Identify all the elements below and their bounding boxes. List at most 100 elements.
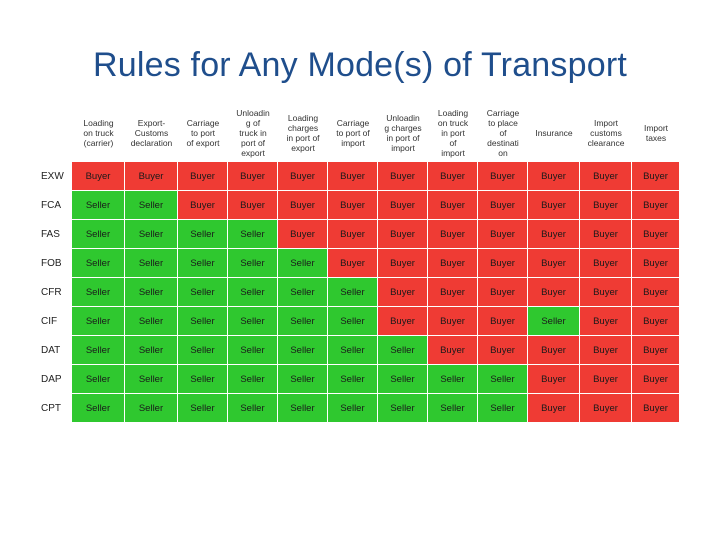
responsibility-cell: Buyer	[580, 365, 632, 394]
responsibility-cell: Buyer	[478, 336, 528, 365]
responsibility-cell: Seller	[378, 336, 428, 365]
responsibility-cell: Buyer	[278, 220, 328, 249]
responsibility-cell: Seller	[278, 365, 328, 394]
responsibility-cell: Buyer	[72, 162, 125, 191]
responsibility-cell: Buyer	[328, 162, 378, 191]
responsibility-cell: Seller	[72, 278, 125, 307]
responsibility-cell: Buyer	[228, 191, 278, 220]
responsibility-cell: Buyer	[632, 365, 680, 394]
responsibility-cell: Seller	[178, 336, 228, 365]
responsibility-cell: Buyer	[632, 220, 680, 249]
responsibility-cell: Seller	[378, 394, 428, 423]
responsibility-cell: Seller	[125, 191, 178, 220]
responsibility-cell: Seller	[228, 278, 278, 307]
responsibility-cell: Buyer	[580, 191, 632, 220]
responsibility-cell: Seller	[228, 307, 278, 336]
column-header: Export- Customs declaration	[125, 104, 178, 162]
responsibility-cell: Buyer	[125, 162, 178, 191]
responsibility-cell: Buyer	[632, 249, 680, 278]
responsibility-cell: Buyer	[428, 249, 478, 278]
responsibility-cell: Buyer	[632, 162, 680, 191]
responsibility-cell: Buyer	[428, 162, 478, 191]
responsibility-cell: Buyer	[632, 191, 680, 220]
responsibility-cell: Seller	[178, 394, 228, 423]
responsibility-cell: Seller	[178, 365, 228, 394]
responsibility-cell: Seller	[72, 336, 125, 365]
column-header: Loading on truck in port of import	[428, 104, 478, 162]
responsibility-cell: Buyer	[428, 336, 478, 365]
incoterm-label: EXW	[36, 162, 72, 191]
responsibility-cell: Buyer	[580, 278, 632, 307]
responsibility-cell: Seller	[125, 307, 178, 336]
incoterm-label: FOB	[36, 249, 72, 278]
incoterm-label: FAS	[36, 220, 72, 249]
responsibility-cell: Seller	[428, 394, 478, 423]
responsibility-cell: Buyer	[478, 162, 528, 191]
responsibility-cell: Seller	[278, 394, 328, 423]
column-header: Loading on truck (carrier)	[72, 104, 125, 162]
column-header: Loading charges in port of export	[278, 104, 328, 162]
responsibility-cell: Buyer	[632, 278, 680, 307]
responsibility-cell: Buyer	[428, 278, 478, 307]
responsibility-cell: Buyer	[580, 162, 632, 191]
responsibility-cell: Buyer	[528, 336, 580, 365]
responsibility-cell: Buyer	[580, 394, 632, 423]
column-header: Import taxes	[632, 104, 680, 162]
responsibility-cell: Seller	[125, 336, 178, 365]
table-row: CFR Seller Seller Seller Seller Seller Seller B…	[36, 278, 680, 307]
responsibility-cell: Seller	[228, 365, 278, 394]
responsibility-cell: Buyer	[580, 220, 632, 249]
responsibility-cell: Buyer	[178, 162, 228, 191]
responsibility-cell: Buyer	[580, 307, 632, 336]
responsibility-cell: Seller	[228, 394, 278, 423]
responsibility-cell: Buyer	[178, 191, 228, 220]
responsibility-cell: Seller	[178, 307, 228, 336]
responsibility-cell: Buyer	[478, 220, 528, 249]
responsibility-cell: Buyer	[528, 249, 580, 278]
responsibility-cell: Seller	[125, 365, 178, 394]
responsibility-cell: Buyer	[528, 162, 580, 191]
responsibility-cell: Buyer	[428, 191, 478, 220]
responsibility-cell: Seller	[278, 336, 328, 365]
table-row: FOB Seller Seller Seller Seller Seller Buyer Bu…	[36, 249, 680, 278]
responsibility-cell: Seller	[72, 191, 125, 220]
responsibility-cell: Buyer	[478, 307, 528, 336]
incoterm-label: FCA	[36, 191, 72, 220]
responsibility-cell: Buyer	[580, 336, 632, 365]
table-row: FAS Seller Seller Seller Seller Buyer Buyer Buy…	[36, 220, 680, 249]
responsibility-cell: Buyer	[632, 336, 680, 365]
responsibility-cell: Buyer	[378, 307, 428, 336]
responsibility-cell: Buyer	[528, 278, 580, 307]
responsibility-cell: Buyer	[478, 249, 528, 278]
responsibility-cell: Seller	[72, 249, 125, 278]
responsibility-cell: Buyer	[528, 220, 580, 249]
incoterm-label: DAT	[36, 336, 72, 365]
responsibility-cell: Buyer	[428, 220, 478, 249]
responsibility-cell: Buyer	[278, 191, 328, 220]
table-row: CPT Seller Seller Seller Seller Seller Seller S…	[36, 394, 680, 423]
responsibility-cell: Seller	[378, 365, 428, 394]
responsibility-cell: Seller	[228, 336, 278, 365]
responsibility-cell: Seller	[178, 249, 228, 278]
responsibility-cell: Seller	[125, 220, 178, 249]
responsibility-cell: Seller	[178, 220, 228, 249]
responsibility-cell: Buyer	[278, 162, 328, 191]
incoterm-label: CFR	[36, 278, 72, 307]
responsibility-cell: Buyer	[378, 162, 428, 191]
incoterms-table: Loading on truck (carrier) Export- Custom…	[36, 104, 680, 423]
column-header: Carriage to port of import	[328, 104, 378, 162]
responsibility-cell: Buyer	[328, 191, 378, 220]
responsibility-cell: Buyer	[378, 249, 428, 278]
responsibility-cell: Buyer	[328, 220, 378, 249]
responsibility-cell: Seller	[228, 249, 278, 278]
responsibility-cell: Buyer	[478, 278, 528, 307]
responsibility-cell: Seller	[72, 307, 125, 336]
column-header: Import customs clearance	[580, 104, 632, 162]
responsibility-cell: Buyer	[378, 191, 428, 220]
incoterm-label: DAP	[36, 365, 72, 394]
responsibility-cell: Seller	[278, 307, 328, 336]
responsibility-cell: Buyer	[378, 278, 428, 307]
table-row: EXW Buyer Buyer Buyer Buyer Buyer Buyer Buyer Bu…	[36, 162, 680, 191]
responsibility-cell: Seller	[125, 249, 178, 278]
responsibility-cell: Buyer	[478, 191, 528, 220]
